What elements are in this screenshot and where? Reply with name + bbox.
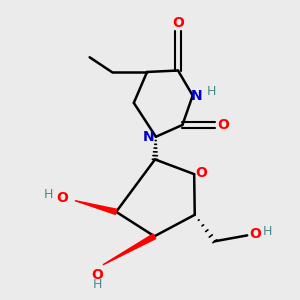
Text: O: O: [250, 227, 261, 241]
Text: O: O: [91, 268, 103, 282]
Text: N: N: [143, 130, 154, 144]
Text: O: O: [172, 16, 184, 29]
Polygon shape: [103, 234, 156, 265]
Text: O: O: [57, 191, 68, 205]
Text: H: H: [207, 85, 217, 98]
Polygon shape: [75, 201, 117, 214]
Text: N: N: [190, 88, 202, 103]
Text: H: H: [92, 278, 102, 291]
Text: H: H: [44, 188, 53, 201]
Text: O: O: [218, 118, 230, 132]
Text: H: H: [262, 225, 272, 239]
Text: O: O: [196, 166, 208, 180]
